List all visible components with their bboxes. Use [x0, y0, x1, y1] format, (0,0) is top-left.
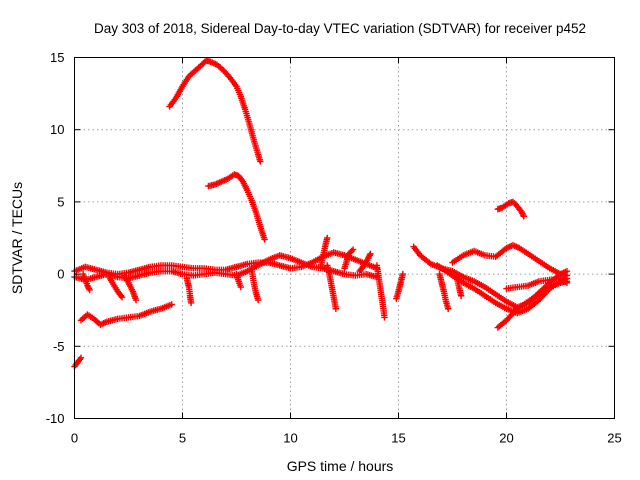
chart-title: Day 303 of 2018, Sidereal Day-to-day VTE…: [94, 21, 586, 36]
series-drop-3: [120, 272, 140, 304]
y-tick-label: 15: [50, 50, 64, 65]
x-tick-label: 0: [71, 431, 78, 446]
series-drop-2: [105, 273, 126, 301]
data-point: [332, 305, 340, 312]
data-point: [349, 246, 357, 253]
data-point: [324, 234, 331, 242]
axis-ticks: 0 5 10 15 20 25 -10 -5 0 5 10 15: [46, 50, 622, 446]
series-drop-right-a: [436, 270, 452, 312]
data-point: [261, 236, 268, 243]
x-axis-label: GPS time / hours: [287, 458, 394, 474]
plot-frame: [74, 57, 615, 419]
series-drop-4: [183, 275, 195, 307]
data-point: [457, 292, 465, 299]
data-point: [187, 299, 195, 307]
data-point: [520, 213, 527, 220]
x-tick-label: 20: [499, 431, 513, 446]
data-point: [257, 158, 264, 165]
series-arc-start-low: [71, 354, 85, 370]
data-point: [444, 305, 452, 312]
x-tick-label: 15: [391, 431, 405, 446]
y-tick-label: -5: [53, 339, 65, 354]
data-points: [71, 57, 571, 370]
y-tick-label: 10: [50, 122, 64, 137]
series-band-right-3: [449, 242, 571, 279]
data-point: [367, 250, 374, 258]
series-drop-1: [79, 270, 93, 294]
data-point: [118, 294, 126, 301]
series-arc-mid-peak: [205, 171, 268, 243]
y-axis-label: SDTVAR / TECUs: [9, 182, 25, 294]
series-arc-right-small: [494, 198, 527, 220]
series-rise-11: [341, 246, 357, 272]
series-spike-7: [324, 262, 340, 312]
series-band-base-2: [71, 252, 381, 284]
y-tick-label: 5: [57, 194, 64, 209]
data-point: [563, 279, 571, 286]
series-spike-8: [373, 262, 388, 321]
series-rise-12: [356, 250, 374, 275]
data-point: [132, 296, 140, 304]
data-point: [86, 286, 93, 294]
series-drop-6: [248, 266, 262, 304]
series-arc-low-left: [77, 301, 175, 328]
series-drop-right-b: [453, 273, 465, 299]
grid-lines: [74, 57, 615, 419]
data-point: [563, 272, 571, 279]
data-point: [237, 283, 245, 291]
data-point: [381, 314, 388, 321]
x-tick-label: 10: [283, 431, 297, 446]
y-tick-label: -10: [46, 411, 65, 426]
series-rise-10: [317, 234, 331, 271]
series-drop-5: [233, 270, 245, 291]
data-point: [254, 296, 262, 304]
series-spike-9: [393, 270, 407, 302]
y-tick-label: 0: [57, 267, 64, 282]
x-tick-label: 5: [179, 431, 186, 446]
data-point: [393, 295, 400, 302]
series-band-right-5: [503, 275, 571, 292]
data-point: [168, 301, 175, 308]
series-arc-high-peak: [166, 57, 264, 165]
x-tick-label: 25: [607, 431, 621, 446]
data-point: [77, 354, 85, 362]
